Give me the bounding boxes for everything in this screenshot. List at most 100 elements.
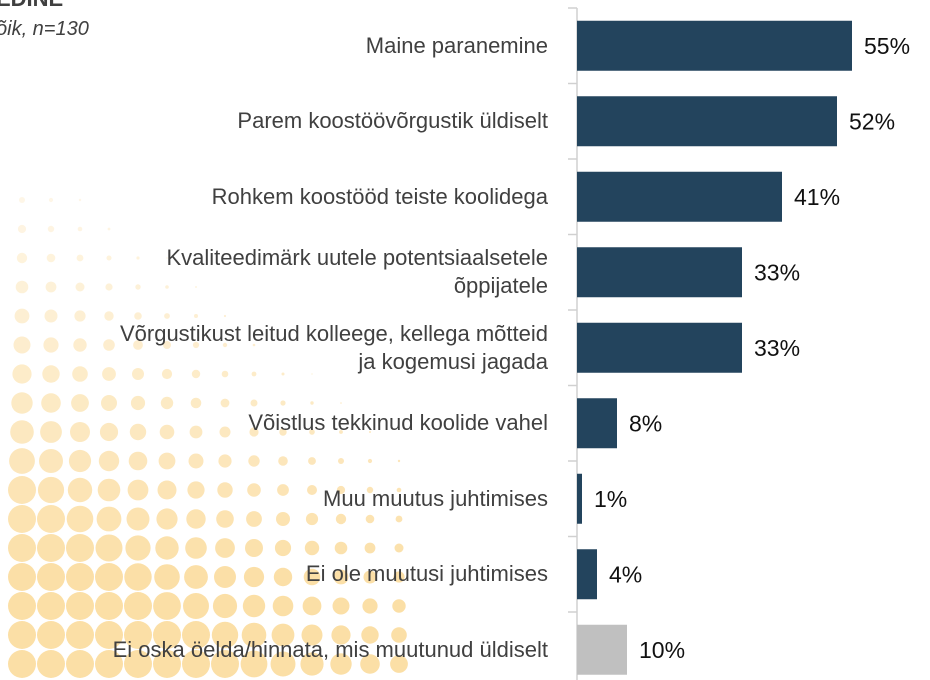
- category-label: Muu muutus juhtimises: [323, 485, 548, 511]
- decor-dot: [156, 508, 178, 530]
- decor-dot: [367, 458, 373, 464]
- decor-dot: [70, 422, 90, 442]
- decor-dot: [96, 506, 122, 532]
- decor-dot: [136, 256, 140, 260]
- decor-dot: [249, 427, 259, 437]
- decor-dot: [8, 592, 36, 620]
- value-label: 1%: [594, 486, 627, 512]
- decor-dot: [247, 483, 261, 497]
- decor-dot: [252, 343, 256, 347]
- decor-dot: [41, 393, 61, 413]
- decor-dot: [102, 367, 116, 381]
- decor-dot: [9, 448, 35, 474]
- decor-dot: [391, 627, 407, 643]
- decor-dot: [67, 477, 93, 503]
- decor-dot: [71, 394, 89, 412]
- value-label: 41%: [794, 184, 840, 210]
- decor-dot: [133, 340, 143, 350]
- decor-dot: [101, 395, 117, 411]
- decor-dot: [160, 396, 174, 410]
- decor-dot: [241, 622, 267, 648]
- value-label: 10%: [639, 637, 685, 663]
- decor-dot: [10, 420, 34, 444]
- decor-dot: [363, 570, 377, 584]
- decor-dot: [272, 595, 294, 617]
- decor-dot: [221, 370, 229, 378]
- decor-dot: [245, 539, 263, 557]
- decor-dot: [305, 512, 319, 526]
- decor-dot: [300, 652, 324, 676]
- bar: [577, 322, 742, 373]
- decor-dot: [331, 625, 351, 645]
- decor-dot: [8, 650, 36, 678]
- decor-dot: [68, 449, 92, 473]
- decor-dot: [393, 571, 405, 583]
- bar: [577, 624, 627, 675]
- decor-dot: [124, 650, 152, 678]
- decor-dot: [309, 429, 315, 435]
- decor-dot: [192, 341, 200, 349]
- category-label: Ei ole muutusi juhtimises: [305, 561, 548, 587]
- decor-dot: [11, 392, 33, 414]
- decor-dot: [274, 539, 292, 557]
- decor-dot: [165, 285, 169, 289]
- decor-dot: [332, 597, 350, 615]
- decor-dot: [361, 626, 379, 644]
- decor-dot: [163, 341, 171, 349]
- decor-dot: [301, 624, 323, 646]
- decor-dot: [303, 568, 321, 586]
- decor-dot: [78, 198, 82, 202]
- decor-dot: [46, 253, 56, 263]
- decor-dot: [194, 314, 198, 318]
- decor-dot: [134, 312, 142, 320]
- decor-dot: [8, 534, 36, 562]
- decor-dot: [77, 226, 83, 232]
- decor-dot: [396, 487, 402, 493]
- decor-dot: [182, 650, 210, 678]
- decor-dot: [16, 252, 28, 264]
- decor-dot: [277, 484, 289, 496]
- decor-dot: [66, 563, 94, 591]
- decor-dot: [161, 368, 173, 380]
- decor-dot: [302, 596, 322, 616]
- decor-dot: [182, 621, 210, 649]
- decor-dot: [37, 505, 65, 533]
- decor-dot: [276, 512, 290, 526]
- value-label: 33%: [754, 335, 800, 361]
- decor-dot: [48, 197, 54, 203]
- decor-dot: [246, 511, 262, 527]
- decor-dot: [240, 650, 268, 678]
- value-label: 52%: [849, 108, 895, 134]
- decor-dot: [19, 197, 25, 203]
- decor-dot: [308, 457, 316, 465]
- decor-dot: [183, 593, 209, 619]
- decor-dot: [394, 543, 404, 553]
- decor-dot: [336, 485, 346, 495]
- decor-dot: [155, 536, 179, 560]
- decor-dot: [105, 283, 113, 291]
- decor-dot: [186, 509, 206, 529]
- value-label: 33%: [754, 259, 800, 285]
- decor-dot: [127, 479, 149, 501]
- bar: [577, 20, 852, 71]
- value-label: 4%: [609, 561, 642, 587]
- decor-dot: [339, 430, 343, 434]
- decor-dot: [219, 426, 231, 438]
- decor-dot: [42, 365, 60, 383]
- category-label: Võrgustikust leitud kolleege, kellega mõ…: [119, 320, 548, 374]
- decor-dot: [310, 401, 314, 405]
- decor-dot: [66, 534, 94, 562]
- category-label: Ei oska öelda/hinnata, mis muutunud üldi…: [112, 636, 548, 662]
- decor-dot: [17, 224, 27, 234]
- decor-dot: [66, 592, 94, 620]
- decor-dot: [8, 621, 36, 649]
- bar: [577, 473, 582, 524]
- decor-dot: [95, 563, 123, 591]
- decor-dot: [104, 311, 114, 321]
- decor-dot: [98, 450, 120, 472]
- decor-dot: [304, 540, 320, 556]
- category-label: Kvaliteedimärk uutele potentsiaalsetele …: [166, 245, 548, 299]
- decor-dot: [103, 339, 115, 351]
- decor-dot: [334, 541, 348, 555]
